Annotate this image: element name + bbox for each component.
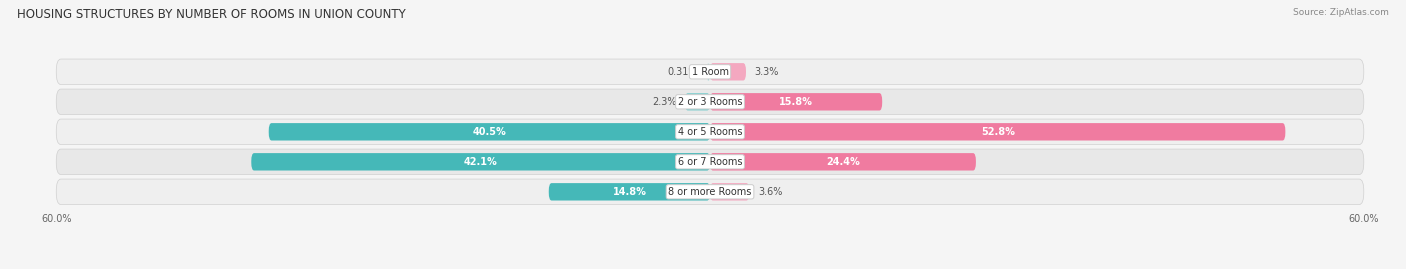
Text: 24.4%: 24.4% <box>827 157 860 167</box>
Text: 8 or more Rooms: 8 or more Rooms <box>668 187 752 197</box>
FancyBboxPatch shape <box>710 183 749 200</box>
FancyBboxPatch shape <box>710 153 976 171</box>
Text: 0.31%: 0.31% <box>668 67 697 77</box>
Text: 3.3%: 3.3% <box>755 67 779 77</box>
FancyBboxPatch shape <box>56 179 1364 204</box>
Text: 14.8%: 14.8% <box>613 187 647 197</box>
Legend: Owner-occupied, Renter-occupied: Owner-occupied, Renter-occupied <box>610 268 810 269</box>
FancyBboxPatch shape <box>56 59 1364 84</box>
Text: 4 or 5 Rooms: 4 or 5 Rooms <box>678 127 742 137</box>
FancyBboxPatch shape <box>710 123 1285 140</box>
FancyBboxPatch shape <box>56 89 1364 115</box>
Text: 6 or 7 Rooms: 6 or 7 Rooms <box>678 157 742 167</box>
Text: 52.8%: 52.8% <box>981 127 1015 137</box>
Text: 3.6%: 3.6% <box>758 187 782 197</box>
FancyBboxPatch shape <box>710 63 747 80</box>
Text: 2 or 3 Rooms: 2 or 3 Rooms <box>678 97 742 107</box>
FancyBboxPatch shape <box>710 93 882 111</box>
FancyBboxPatch shape <box>707 63 710 80</box>
Text: 2.3%: 2.3% <box>652 97 676 107</box>
Text: 42.1%: 42.1% <box>464 157 498 167</box>
FancyBboxPatch shape <box>269 123 710 140</box>
Text: Source: ZipAtlas.com: Source: ZipAtlas.com <box>1294 8 1389 17</box>
FancyBboxPatch shape <box>56 149 1364 175</box>
Text: 1 Room: 1 Room <box>692 67 728 77</box>
Text: 15.8%: 15.8% <box>779 97 813 107</box>
FancyBboxPatch shape <box>56 119 1364 144</box>
Text: 40.5%: 40.5% <box>472 127 506 137</box>
FancyBboxPatch shape <box>252 153 710 171</box>
Text: HOUSING STRUCTURES BY NUMBER OF ROOMS IN UNION COUNTY: HOUSING STRUCTURES BY NUMBER OF ROOMS IN… <box>17 8 405 21</box>
FancyBboxPatch shape <box>548 183 710 200</box>
FancyBboxPatch shape <box>685 93 710 111</box>
